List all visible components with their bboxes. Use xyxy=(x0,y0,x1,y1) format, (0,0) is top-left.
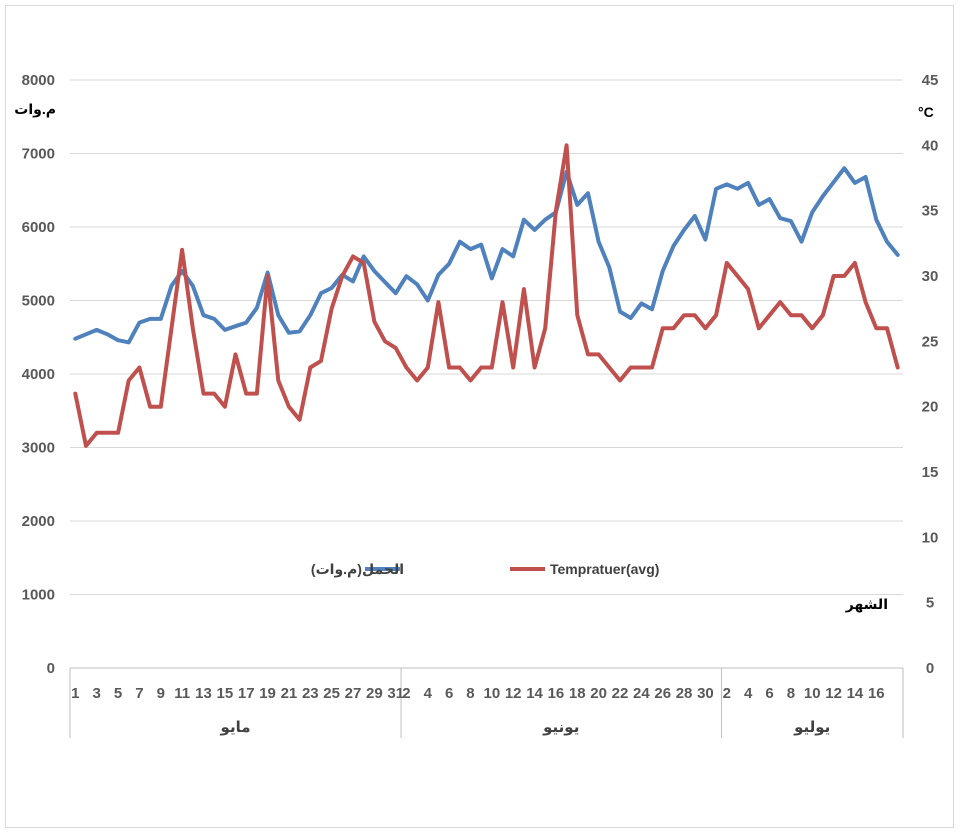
x-tick-label: 4 xyxy=(744,685,753,702)
x-tick-label: 20 xyxy=(590,685,607,702)
legend-label-temperature: Tempratuer(avg) xyxy=(550,561,659,577)
x-tick-label: 30 xyxy=(697,685,714,702)
x-tick-label: 12 xyxy=(505,685,522,702)
x-tick-label: 14 xyxy=(847,685,864,702)
x-tick-label: 24 xyxy=(633,685,650,702)
right-tick-label: 10 xyxy=(922,529,939,546)
right-axis-unit: °C xyxy=(918,104,934,120)
left-tick-label: 8000 xyxy=(22,72,55,89)
x-tick-label: 29 xyxy=(366,685,383,702)
x-tick-label: 28 xyxy=(676,685,693,702)
x-tick-label: 8 xyxy=(466,685,474,702)
x-tick-label: 9 xyxy=(157,685,165,702)
x-tick-label: 25 xyxy=(323,685,340,702)
x-group-label: مايو xyxy=(220,719,251,736)
x-tick-label: 17 xyxy=(238,685,255,702)
series-lines xyxy=(73,143,900,448)
left-tick-label: 1000 xyxy=(22,587,55,604)
x-tick-label: 11 xyxy=(174,685,190,702)
chart-frame xyxy=(5,5,954,828)
right-tick-label: 45 xyxy=(922,72,939,89)
right-tick-label: 5 xyxy=(926,595,934,612)
x-tick-label: 10 xyxy=(804,685,821,702)
x-tick-label: 21 xyxy=(281,685,298,702)
x-tick-label: 27 xyxy=(345,685,362,702)
x-tick-label: 22 xyxy=(612,685,629,702)
left-tick-label: 0 xyxy=(47,660,55,677)
x-tick-label: 18 xyxy=(569,685,586,702)
x-group-label: يونيو xyxy=(542,719,579,736)
x-tick-label: 3 xyxy=(93,685,101,702)
x-axis-title: الشهر xyxy=(845,596,888,613)
x-group-label: يوليو xyxy=(793,719,830,736)
x-tick-label: 8 xyxy=(787,685,795,702)
left-tick-label: 3000 xyxy=(22,440,55,457)
x-tick-label: 7 xyxy=(135,685,143,702)
x-tick-label: 14 xyxy=(526,685,543,702)
x-tick-label: 26 xyxy=(654,685,671,702)
left-tick-label: 2000 xyxy=(22,513,55,530)
x-tick-label: 19 xyxy=(259,685,276,702)
x-tick-label: 2 xyxy=(723,685,731,702)
right-tick-label: 35 xyxy=(922,203,939,220)
x-tick-label: 2 xyxy=(402,685,410,702)
x-tick-label: 16 xyxy=(868,685,885,702)
x-tick-label: 10 xyxy=(483,685,500,702)
x-tick-label: 6 xyxy=(765,685,773,702)
right-tick-label: 15 xyxy=(922,464,939,481)
left-axis-ticks: 0 1000 2000 3000 4000 5000 6000 7000 8000 xyxy=(22,72,55,677)
legend: الحمل(م.وات) Tempratuer(avg) xyxy=(311,561,660,578)
x-tick-label: 16 xyxy=(548,685,565,702)
x-tick-label: 5 xyxy=(114,685,122,702)
left-tick-label: 5000 xyxy=(22,293,55,310)
x-tick-label: 31 xyxy=(387,685,404,702)
x-tick-label: 1 xyxy=(71,685,79,702)
x-tick-label: 13 xyxy=(195,685,212,702)
x-tick-label: 4 xyxy=(424,685,433,702)
x-tick-label: 23 xyxy=(302,685,319,702)
x-tick-label: 12 xyxy=(825,685,842,702)
x-tick-label: 15 xyxy=(217,685,234,702)
right-tick-label: 20 xyxy=(922,399,939,416)
right-tick-label: 40 xyxy=(922,137,939,154)
left-tick-label: 7000 xyxy=(22,146,55,163)
left-axis-unit: م.وات xyxy=(14,101,56,118)
gridlines xyxy=(70,79,903,595)
right-tick-label: 0 xyxy=(926,660,934,677)
left-tick-label: 4000 xyxy=(22,366,55,383)
legend-label-load: الحمل(م.وات) xyxy=(311,561,404,578)
x-tick-label: 6 xyxy=(445,685,453,702)
temperature-series-line xyxy=(73,143,900,448)
load-series-line xyxy=(73,166,900,345)
right-tick-label: 30 xyxy=(922,268,939,285)
right-tick-label: 25 xyxy=(922,333,939,350)
left-tick-label: 6000 xyxy=(22,219,55,236)
right-axis-ticks: 0 5 10 15 20 25 30 35 40 45 xyxy=(922,72,939,677)
